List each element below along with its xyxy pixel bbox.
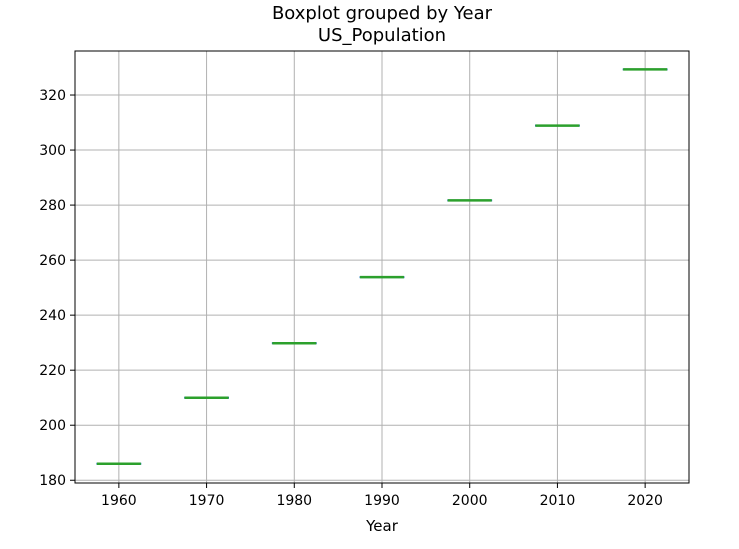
- y-axis-ticks: 180 200 220 240 260 280 300 320: [39, 88, 75, 489]
- x-tick-label: 1960: [101, 493, 137, 509]
- x-tick-label: 2000: [452, 493, 488, 509]
- y-tick-label: 300: [39, 143, 66, 159]
- y-tick-label: 200: [39, 418, 66, 434]
- x-tick-label: 1980: [276, 493, 312, 509]
- y-tick-label: 220: [39, 363, 66, 379]
- y-tick-label: 240: [39, 308, 66, 324]
- grid-lines: [75, 51, 689, 483]
- x-tick-label: 2020: [627, 493, 663, 509]
- x-axis-label: Year: [365, 517, 399, 535]
- y-tick-label: 320: [39, 88, 66, 104]
- chart-title: Boxplot grouped by Year: [272, 3, 493, 24]
- x-tick-label: 1990: [364, 493, 400, 509]
- x-tick-label: 1970: [189, 493, 225, 509]
- y-tick-label: 180: [39, 473, 66, 489]
- box-series: [96, 68, 668, 465]
- x-tick-label: 2010: [540, 493, 576, 509]
- y-tick-label: 260: [39, 253, 66, 269]
- y-tick-label: 280: [39, 198, 66, 214]
- chart-subtitle: US_Population: [318, 25, 446, 46]
- x-axis-ticks: 1960 1970 1980 1990 2000 2010 2020: [101, 483, 663, 509]
